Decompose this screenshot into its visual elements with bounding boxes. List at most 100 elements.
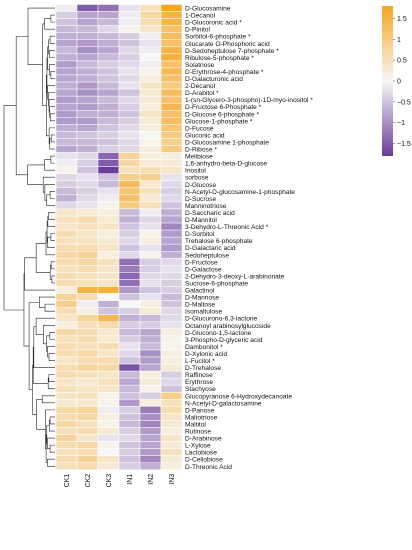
heatmap-cell [97,342,120,351]
row-label: D-Fructose [185,259,218,266]
heatmap-cell [76,356,99,365]
heatmap-cell [139,441,162,449]
row-label: Sucrose-6-phosphate [185,280,248,287]
heatmap-cell [118,399,141,407]
heatmap-cell [76,67,99,76]
heatmap-cell [118,201,141,210]
heatmap-cell [118,53,141,62]
heatmap-cell [118,392,141,400]
row-label: D-Cellobiose [185,457,223,464]
heatmap-cell [118,152,141,160]
colorbar-tick-label: 1.5 [397,16,407,23]
heatmap-cell [97,131,120,139]
heatmap-cell [139,39,162,48]
heatmap-cell [97,166,120,174]
row-label: Stachyose [185,386,216,393]
heatmap-cell [55,166,78,174]
heatmap-cell [76,110,99,118]
heatmap-cell [76,462,99,471]
dendrogram-branch [49,420,55,432]
heatmap-cell [139,138,162,146]
heatmap-cell [118,131,141,139]
dendrogram-branch [49,138,55,150]
heatmap-cell [55,180,78,189]
heatmap-cell [160,88,183,97]
heatmap-cell [76,95,99,104]
column-labels: CK1 CK2 CK3 IN1 IN2 IN3 [64,474,176,488]
heatmap-cell [55,138,78,146]
heatmap-cell [76,420,99,428]
heatmap-cell [118,427,141,435]
heatmap-cell [97,215,120,224]
heatmap-cell [55,427,78,435]
heatmap-cell [97,293,120,301]
dendrogram-branch [41,395,55,404]
row-label: D-Threonic Acid [185,464,232,471]
heatmap-cell [160,215,183,224]
heatmap-cell [118,60,141,69]
dendrogram-branch [47,437,55,449]
column-label: CK1 [64,474,71,488]
heatmap-cell [139,208,162,217]
row-label: Manninotriose [185,203,227,210]
dendrogram-branch [48,127,55,145]
row-label: D-Pinitol [185,27,210,34]
heatmap-cell [139,88,162,97]
heatmap-cell [55,455,78,464]
heatmap-cell [139,236,162,245]
heatmap-cell [139,328,162,337]
heatmap-cell [55,314,78,323]
dendrogram-branch [36,399,46,430]
dendrogram-branch [44,303,55,312]
heatmap-cell [160,349,183,358]
dendrogram-branch [48,353,55,361]
row-label: Gluconic acid [185,132,225,139]
heatmap-cell [139,131,162,139]
heatmap-cell [139,377,162,386]
heatmap-cell [97,370,120,379]
heatmap-cell [55,399,78,407]
colorbar-tick-label: 1 [397,37,401,44]
heatmap-cell [139,124,162,132]
heatmap-cell [76,138,99,146]
heatmap-cell [118,180,141,189]
row-label: Maltotriose [185,414,218,421]
heatmap-cell [55,124,78,132]
heatmap-cell [55,370,78,379]
dendrogram-branch [50,113,55,122]
row-label: D-Galactaric acid [185,245,236,252]
heatmap-cell [160,67,183,76]
dendrogram-branch [49,444,55,453]
heatmap-cell [55,229,78,238]
heatmap-cell [55,67,78,76]
heatmap-cell [139,265,162,273]
heatmap-cell [97,363,120,372]
row-label: Trehalose 6-phosphate [185,238,253,245]
heatmap-cell [55,420,78,428]
heatmap-cell [118,258,141,266]
row-label: D-Sucrose [185,196,216,203]
heatmap-cell [160,95,183,104]
dendrogram-branch [49,64,55,76]
heatmap-cell [139,420,162,428]
heatmap-cell [55,145,78,153]
heatmap-cell [139,293,162,301]
heatmap-cell [118,293,141,301]
heatmap-cell [76,377,99,386]
heatmap-cell [139,201,162,210]
heatmap-cell [97,145,120,153]
heatmap-cell [160,25,183,33]
dendrogram-branch [43,324,55,345]
dendrogram-branch [46,57,48,93]
row-label: 2-Decanol [185,83,216,90]
dendrogram-branch [47,215,55,227]
heatmap-cell [76,236,99,245]
heatmap-cell [160,32,183,41]
column-label: CK3 [106,474,113,488]
heatmap-cell [118,222,141,231]
heatmap-cell [160,138,183,146]
row-label: N-Acetyl-D-galactosamine [185,400,262,407]
heatmap-cell [118,11,141,19]
dendrogram-branch [47,85,55,100]
heatmap-cell [76,384,99,393]
